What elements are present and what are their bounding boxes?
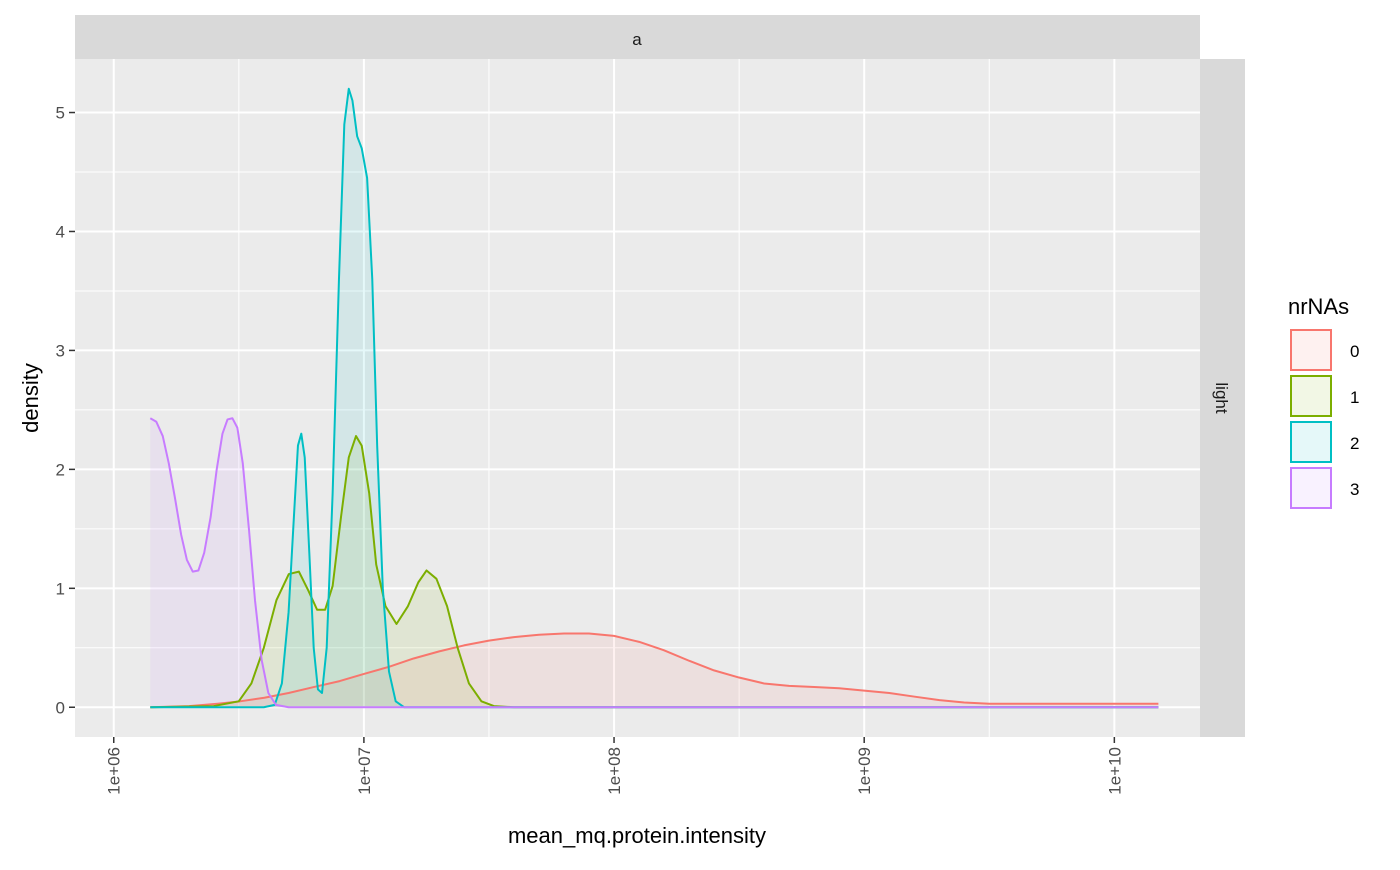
density-area-1	[150, 436, 1159, 708]
legend-swatch-3	[1290, 467, 1332, 509]
x-tick-label: 1e+10	[1105, 747, 1124, 795]
legend-key-bg	[1290, 375, 1332, 417]
density-area-2	[150, 88, 1159, 708]
density-line-2	[150, 87, 1159, 709]
y-tick-label: 4	[56, 222, 65, 241]
axes: 0 1 2 3 4 5 1e+06 1e+07 1e+08 1e+09 1e+10	[56, 104, 1125, 795]
y-tick-label: 3	[56, 341, 65, 360]
legend: 0 1 2 3	[1290, 329, 1359, 509]
x-tick-label: 1e+09	[855, 747, 874, 795]
y-tick-label: 0	[56, 698, 65, 717]
legend-title: nrNAs	[1288, 294, 1349, 319]
x-axis-title: mean_mq.protein.intensity	[508, 823, 766, 848]
density-areas	[150, 88, 1159, 708]
legend-key-bg	[1290, 421, 1332, 463]
y-tick-label: 5	[56, 104, 65, 123]
legend-swatch-1	[1290, 375, 1332, 417]
legend-key-bg	[1290, 329, 1332, 371]
legend-swatch-0	[1290, 329, 1332, 371]
y-tick-label: 1	[56, 579, 65, 598]
x-tick-label: 1e+07	[355, 747, 374, 795]
y-tick-label: 2	[56, 460, 65, 479]
facet-top-label: a	[632, 30, 642, 49]
legend-label: 3	[1350, 480, 1359, 499]
legend-label: 0	[1350, 342, 1359, 361]
facet-strip-right	[1200, 59, 1245, 737]
x-tick-label: 1e+08	[605, 747, 624, 795]
legend-swatch-2	[1290, 421, 1332, 463]
legend-key-bg	[1290, 467, 1332, 509]
legend-label: 2	[1350, 434, 1359, 453]
density-lines	[149, 87, 1159, 709]
legend-label: 1	[1350, 388, 1359, 407]
facet-strip-top	[75, 15, 1200, 59]
facet-right-label: light	[1212, 382, 1231, 413]
grid-layer	[75, 59, 1200, 737]
density-area-0	[150, 633, 1159, 708]
density-line-0	[150, 632, 1159, 709]
y-axis-title: density	[18, 363, 43, 433]
density-area-3	[150, 418, 1159, 708]
density-line-3	[149, 417, 1159, 709]
x-tick-label: 1e+06	[105, 747, 124, 795]
density-line-1	[150, 435, 1159, 709]
